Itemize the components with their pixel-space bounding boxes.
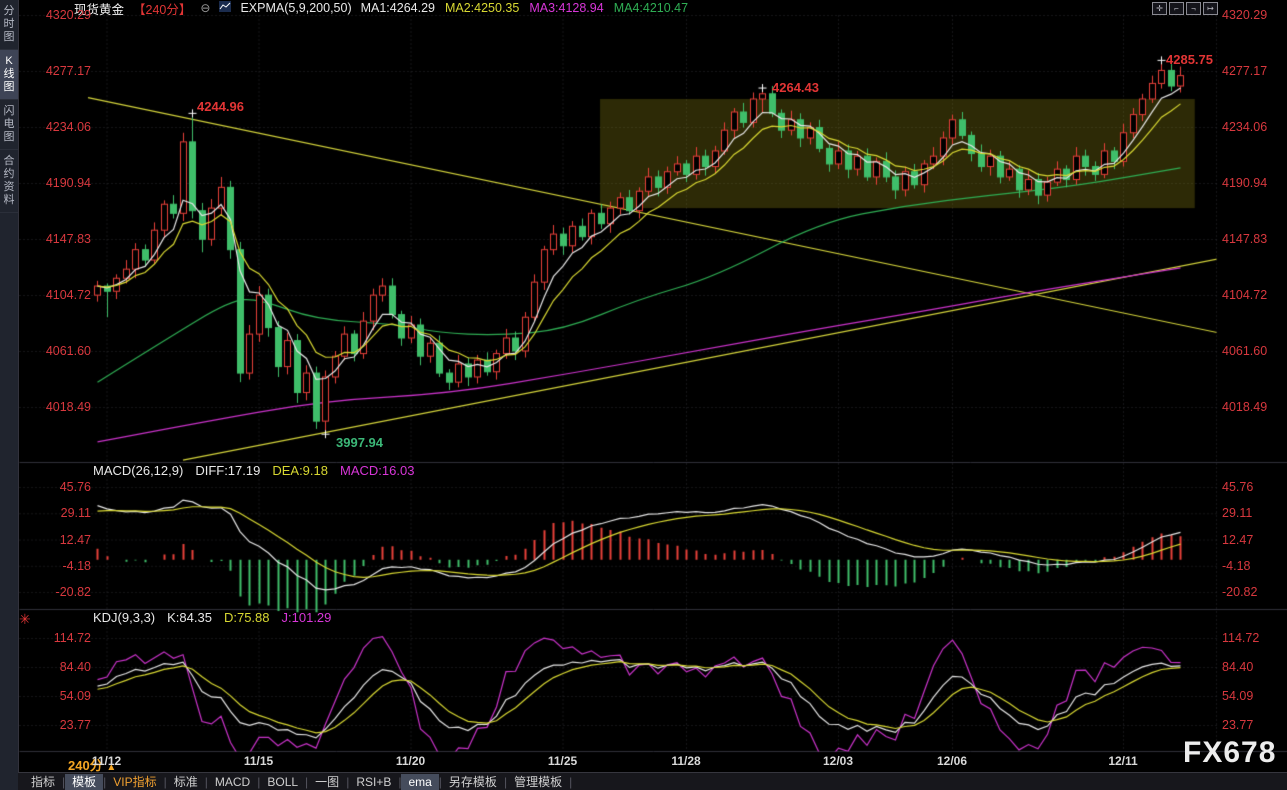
- toolbar-separator: |: [569, 774, 573, 789]
- sidebar-tab-contract-info[interactable]: 合 约 资 料: [0, 150, 18, 213]
- toolbar-item-one-chart[interactable]: 一图: [315, 774, 340, 789]
- sidebar-tab-timeshare[interactable]: 分 时 图: [0, 0, 18, 50]
- crosshair-icon[interactable]: ✛: [1152, 2, 1167, 15]
- indicator-label: EXPMA(5,9,200,50): [240, 1, 352, 15]
- ma3-value: MA3:4128.94: [529, 1, 604, 15]
- toolbar-separator: |: [438, 774, 442, 789]
- symbol-name: 现货黄金: [74, 2, 125, 17]
- bottom-toolbar: 指标 | 模板 | VIP指标 | 标准 | MACD | BOLL | 一图 | RSI+B | ema | 另存…: [18, 772, 1287, 790]
- toolbar-item-ema[interactable]: ema: [401, 773, 439, 790]
- pan-right-icon[interactable]: ↦: [1203, 2, 1218, 15]
- period-arrow-icon: ▲: [106, 762, 117, 773]
- sidebar-tab-lightning[interactable]: 闪 电 图: [0, 100, 18, 150]
- toolbar-separator: |: [62, 774, 66, 789]
- zoom-y-axis-icon[interactable]: ⌐: [1169, 2, 1184, 15]
- period-tag: 【240分】: [133, 2, 192, 17]
- toolbar-item-boll[interactable]: BOLL: [267, 774, 299, 789]
- window-icon-group: ✛ ⌐ ¬ ↦: [1152, 2, 1218, 15]
- title-bar: 现货黄金 【240分】 ⊖ EXPMA(5,9,200,50) MA1:4264…: [74, 0, 688, 17]
- ma1-value: MA1:4264.29: [360, 1, 435, 15]
- toolbar-separator: |: [103, 774, 107, 789]
- toolbar-separator: |: [398, 774, 402, 789]
- toolbar-item-save-template[interactable]: 另存模板: [448, 774, 497, 789]
- toolbar-item-standard[interactable]: 标准: [173, 774, 198, 789]
- toolbar-separator: |: [204, 774, 208, 789]
- toolbar-item-macd[interactable]: MACD: [214, 774, 251, 789]
- period-text: 240分: [68, 758, 103, 773]
- toolbar-item-manage-templates[interactable]: 管理模板: [514, 774, 563, 789]
- toolbar-separator: |: [305, 774, 309, 789]
- toolbar-separator: |: [503, 774, 508, 789]
- ma2-value: MA2:4250.35: [444, 1, 520, 15]
- collapse-icon[interactable]: ⊖: [200, 1, 211, 15]
- zoom-x-axis-icon[interactable]: ¬: [1186, 2, 1201, 15]
- toolbar-separator: |: [257, 774, 261, 789]
- toolbar-item-rsi-b[interactable]: RSI+B: [356, 774, 392, 789]
- ma-values: MA1:4264.29 MA2:4250.35 MA3:4128.94 MA4:421…: [361, 1, 688, 15]
- indicator-icon: [219, 1, 232, 15]
- sidebar-tab-kline[interactable]: K 线 图: [0, 50, 18, 100]
- period-selector[interactable]: 240分 ▲: [68, 755, 116, 774]
- ma4-value: MA4:4210.47: [613, 1, 689, 15]
- toolbar-item-vip-indicators[interactable]: VIP指标: [113, 774, 157, 789]
- toolbar-separator: |: [346, 774, 350, 789]
- toolbar-item-indicators[interactable]: 指标: [31, 774, 56, 789]
- toolbar-separator: |: [163, 774, 167, 789]
- toolbar-item-template[interactable]: 模板: [65, 773, 104, 790]
